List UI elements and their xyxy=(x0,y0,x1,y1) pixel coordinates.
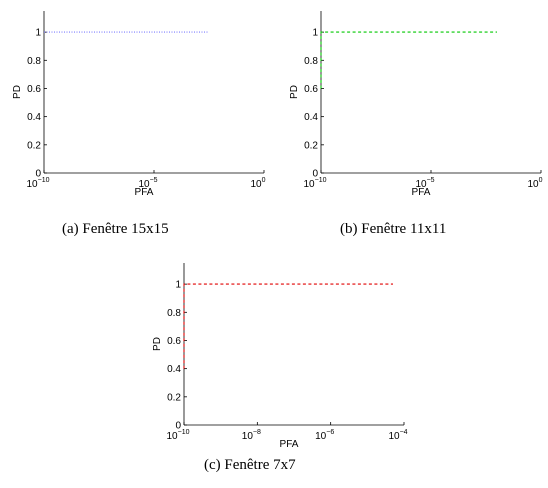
x-tick-label: 10−5 xyxy=(138,177,157,190)
chart-panel-a: 0 0.2 0.4 0.6 0.8 1 10−10 10−5 100 PD PFA (a) Fenêt… xyxy=(12,11,266,237)
y-tick-label: 1 xyxy=(312,28,318,39)
series-line xyxy=(320,31,497,89)
x-axis-label: PFA xyxy=(412,187,431,198)
x-axis-label: PFA xyxy=(280,439,299,450)
y-tick-label: 0.8 xyxy=(27,56,41,67)
figure-caption: (c) Fenêtre 7x7 xyxy=(204,457,296,473)
x-tick-label: 10−10 xyxy=(304,177,327,190)
y-axis-label: PD xyxy=(289,85,300,99)
series-line xyxy=(183,283,393,369)
x-tick-label: 10−8 xyxy=(242,429,261,442)
y-tick-label: 0.2 xyxy=(167,392,181,403)
figure-caption: (b) Fenêtre 11x11 xyxy=(340,221,446,237)
x-axis-label: PFA xyxy=(135,187,154,198)
chart-panel-b: 0 0.2 0.4 0.6 0.8 1 10−10 10−5 100 PD PFA (b) Fenêt… xyxy=(289,11,543,237)
y-tick-label: 0 xyxy=(175,421,181,432)
y-tick-label: 0.6 xyxy=(304,84,318,95)
x-tick-label: 10−10 xyxy=(27,177,50,190)
y-tick-label: 0.6 xyxy=(167,336,181,347)
x-tick-label: 10−10 xyxy=(167,429,190,442)
y-tick-label: 0.4 xyxy=(304,112,318,123)
chart-panel-c: 0 0.2 0.4 0.6 0.8 1 10−10 10−8 10−6 10−4 PD PFA (c) … xyxy=(152,263,408,473)
y-tick-label: 0 xyxy=(312,169,318,180)
y-tick-label: 0.6 xyxy=(27,84,41,95)
y-tick-label: 0 xyxy=(35,169,41,180)
y-axis-label: PD xyxy=(12,85,23,99)
y-tick-label: 0.8 xyxy=(304,56,318,67)
x-tick-label: 10−5 xyxy=(415,177,434,190)
y-tick-label: 0.2 xyxy=(304,140,318,151)
figure-caption: (a) Fenêtre 15x15 xyxy=(62,221,169,237)
y-tick-label: 0.2 xyxy=(27,140,41,151)
y-tick-label: 1 xyxy=(35,28,41,39)
y-axis-label: PD xyxy=(152,337,163,351)
y-tick-label: 1 xyxy=(175,280,181,291)
x-tick-label: 10−6 xyxy=(315,429,334,442)
y-tick-label: 0.4 xyxy=(167,364,181,375)
x-tick-label: 10−4 xyxy=(388,429,407,442)
y-tick-label: 0.8 xyxy=(167,308,181,319)
y-tick-label: 0.4 xyxy=(27,112,41,123)
x-tick-label: 100 xyxy=(250,177,265,190)
x-tick-label: 100 xyxy=(527,177,542,190)
